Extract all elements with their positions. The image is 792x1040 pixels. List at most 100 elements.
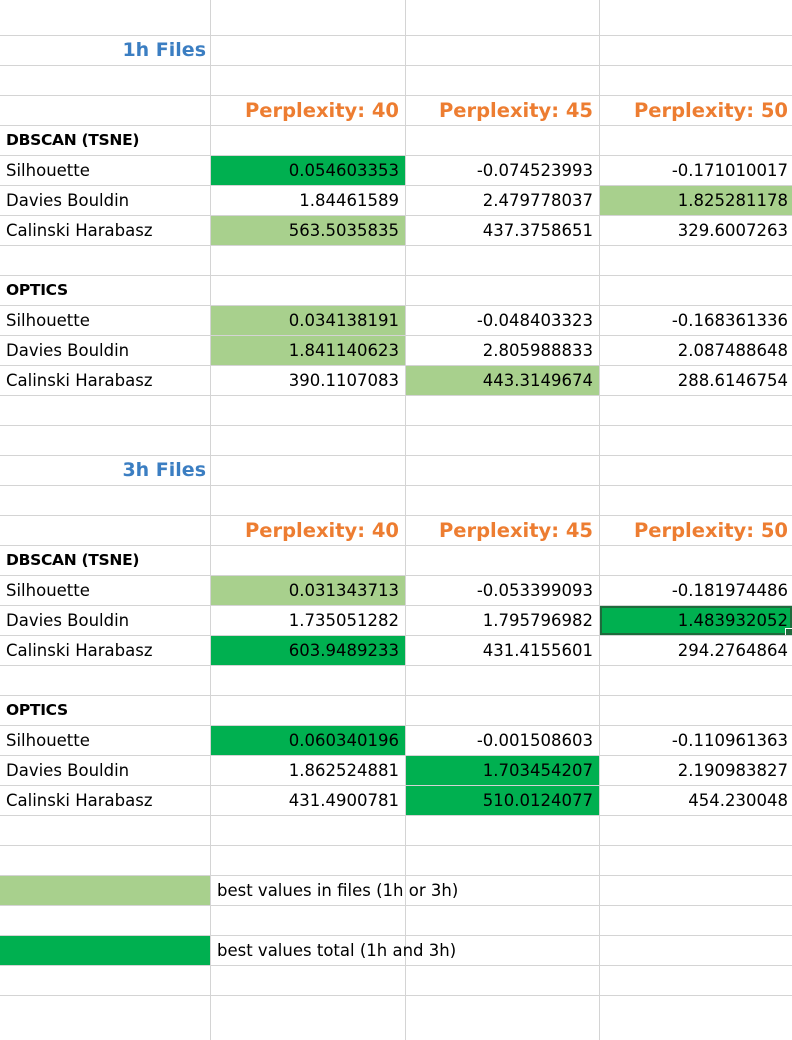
algorithm-label[interactable]: OPTICS [6,701,68,719]
metric-value-cell[interactable]: 431.4155601 [482,641,593,660]
empty-row [0,396,792,426]
metric-value-cell[interactable]: -0.001508603 [476,731,593,750]
metric-value-cell[interactable]: 603.9489233 [211,636,405,665]
metric-value-cell[interactable]: -0.168361336 [671,311,788,330]
metric-label[interactable]: Silhouette [6,161,90,180]
metric-label[interactable]: Silhouette [6,581,90,600]
empty-row [0,486,792,516]
algorithm-row: OPTICS [0,696,792,726]
perplexity-header[interactable]: Perplexity: 40 [244,519,399,542]
empty-row [0,966,792,996]
empty-row [0,666,792,696]
metric-label[interactable]: Davies Bouldin [6,761,130,780]
metric-value-cell[interactable]: 329.6007263 [677,221,788,240]
empty-row [0,66,792,96]
metric-value-cell[interactable]: -0.171010017 [671,161,788,180]
metric-value-cell[interactable]: 1.483932052 [600,606,792,635]
metric-value-cell[interactable]: 437.3758651 [482,221,593,240]
table-row: Silhouette 0.034138191 -0.048403323 -0.1683… [0,306,792,336]
section-title[interactable]: 3h Files [122,459,206,481]
algorithm-label[interactable]: DBSCAN (TSNE) [6,551,140,569]
metric-label[interactable]: Silhouette [6,731,90,750]
empty-row [0,906,792,936]
algorithm-label[interactable]: OPTICS [6,281,68,299]
metric-value-cell[interactable]: -0.074523993 [476,161,593,180]
empty-row [0,816,792,846]
column-divider [599,0,600,1040]
section-title[interactable]: 1h Files [122,39,206,61]
metric-value-cell[interactable]: 510.0124077 [406,786,599,815]
metric-label[interactable]: Davies Bouldin [6,191,130,210]
metric-value-cell[interactable]: 1.795796982 [482,611,593,630]
metric-label[interactable]: Davies Bouldin [6,341,130,360]
metric-value-cell[interactable]: 1.735051282 [288,611,399,630]
metric-value-cell[interactable]: 0.031343713 [211,576,405,605]
metric-value-cell[interactable]: 2.190983827 [677,761,788,780]
metric-value-cell[interactable]: -0.181974486 [671,581,788,600]
metric-label[interactable]: Silhouette [6,311,90,330]
metric-value-cell[interactable]: -0.110961363 [671,731,788,750]
column-divider [405,0,406,1040]
header-row: Perplexity: 40 Perplexity: 45 Perplexity: … [0,516,792,546]
metric-value-cell[interactable]: 563.5035835 [211,216,405,245]
table-row: Calinski Harabasz 603.9489233 431.4155601 2… [0,636,792,666]
algorithm-row: DBSCAN (TSNE) [0,546,792,576]
metric-value-cell[interactable]: -0.053399093 [476,581,593,600]
algorithm-row: DBSCAN (TSNE) [0,126,792,156]
legend-label[interactable]: best values in files (1h or 3h) [217,881,459,900]
perplexity-header[interactable]: Perplexity: 45 [438,519,593,542]
legend-swatch-dark-green[interactable] [0,936,210,965]
empty-row [0,6,792,36]
metric-value-cell[interactable]: 1.84461589 [299,191,399,210]
perplexity-header[interactable]: Perplexity: 45 [438,99,593,122]
metric-value-cell[interactable]: 1.825281178 [600,186,792,215]
metric-label[interactable]: Calinski Harabasz [6,791,153,810]
metric-value-cell[interactable]: 390.1107083 [288,371,399,390]
section-title-row: 1h Files [0,36,792,66]
section-title-row: 3h Files [0,456,792,486]
table-row: Calinski Harabasz 563.5035835 437.3758651 3… [0,216,792,246]
metric-value-cell[interactable]: 0.034138191 [211,306,405,335]
metric-value-cell[interactable]: 454.230048 [688,791,788,810]
legend-row: best values in files (1h or 3h) [0,876,792,906]
table-row: Calinski Harabasz 431.4900781 510.0124077 4… [0,786,792,816]
metric-value-cell[interactable]: 1.841140623 [211,336,405,365]
empty-row [0,246,792,276]
metric-value-cell[interactable]: 294.2764864 [677,641,788,660]
metric-label[interactable]: Davies Bouldin [6,611,130,630]
table-row: Davies Bouldin 1.841140623 2.805988833 2.08… [0,336,792,366]
metric-label[interactable]: Calinski Harabasz [6,641,153,660]
legend-row: best values total (1h and 3h) [0,936,792,966]
legend-swatch-light-green[interactable] [0,876,210,905]
metric-value-cell[interactable]: 2.805988833 [482,341,593,360]
metric-value-cell[interactable]: 288.6146754 [677,371,788,390]
metric-label[interactable]: Calinski Harabasz [6,221,153,240]
empty-row [0,426,792,456]
header-row: Perplexity: 40 Perplexity: 45 Perplexity: … [0,96,792,126]
table-row: Silhouette 0.054603353 -0.074523993 -0.1710… [0,156,792,186]
metric-value-cell[interactable]: -0.048403323 [476,311,593,330]
metric-label[interactable]: Calinski Harabasz [6,371,153,390]
legend-label[interactable]: best values total (1h and 3h) [217,941,457,960]
metric-value-cell[interactable]: 1.703454207 [406,756,599,785]
table-row: Davies Bouldin 1.735051282 1.795796982 1.48… [0,606,792,636]
algorithm-row: OPTICS [0,276,792,306]
algorithm-label[interactable]: DBSCAN (TSNE) [6,131,140,149]
table-row: Silhouette 0.031343713 -0.053399093 -0.1819… [0,576,792,606]
table-row: Davies Bouldin 1.862524881 1.703454207 2.19… [0,756,792,786]
perplexity-header[interactable]: Perplexity: 50 [633,99,788,122]
column-divider [210,0,211,1040]
metric-value-cell[interactable]: 0.054603353 [211,156,405,185]
metric-value-cell[interactable]: 443.3149674 [406,366,599,395]
metric-value-cell[interactable]: 2.087488648 [677,341,788,360]
perplexity-header[interactable]: Perplexity: 50 [633,519,788,542]
metric-value-cell[interactable]: 2.479778037 [482,191,593,210]
metric-value-cell[interactable]: 1.862524881 [288,761,399,780]
table-row: Calinski Harabasz 390.1107083 443.3149674 2… [0,366,792,396]
perplexity-header[interactable]: Perplexity: 40 [244,99,399,122]
table-row: Davies Bouldin 1.84461589 2.479778037 1.825… [0,186,792,216]
empty-row [0,846,792,876]
metric-value-cell[interactable]: 431.4900781 [288,791,399,810]
table-row: Silhouette 0.060340196 -0.001508603 -0.1109… [0,726,792,756]
metric-value-cell[interactable]: 0.060340196 [211,726,405,755]
